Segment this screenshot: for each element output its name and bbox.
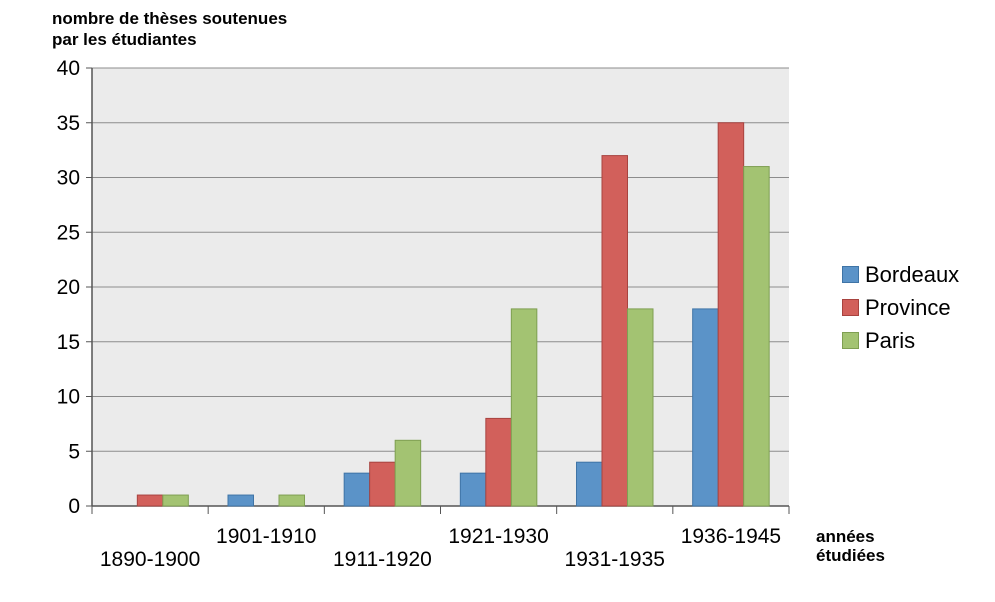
x-tick-label: 1931-1935 xyxy=(565,548,665,571)
bar-bordeaux-1921-1930 xyxy=(459,472,487,507)
bar-bordeaux-1936-1945 xyxy=(692,308,719,507)
x-axis-title: années étudiées xyxy=(816,527,885,565)
bar-paris-1921-1930 xyxy=(510,308,538,507)
legend-label-bordeaux: Bordeaux xyxy=(865,261,960,287)
y-tick-label: 5 xyxy=(68,440,80,463)
x-axis-title-line-2: étudiées xyxy=(816,546,885,565)
bar-bordeaux-1931-1935 xyxy=(576,461,603,507)
y-axis-title-line-2: par les étudiantes xyxy=(52,30,197,49)
bar-province-1931-1935 xyxy=(601,155,628,507)
bar-paris-1890-1900 xyxy=(162,494,189,507)
x-tick-label: 1911-1920 xyxy=(333,548,432,571)
legend-item-bordeaux: Bordeaux xyxy=(842,258,959,291)
bar-bordeaux-1911-1920 xyxy=(343,472,371,507)
y-axis-title: nombre de thèses soutenues par les étudi… xyxy=(52,8,287,50)
bar-bordeaux-1901-1910 xyxy=(227,494,254,507)
y-tick-label: 25 xyxy=(57,221,80,244)
x-tick-label: 1921-1930 xyxy=(448,525,548,548)
y-tick-label: 35 xyxy=(57,112,80,135)
y-tick-label: 20 xyxy=(57,276,80,299)
y-tick-label: 15 xyxy=(57,331,80,354)
bar-province-1936-1945 xyxy=(717,122,745,507)
bar-province-1911-1920 xyxy=(369,461,396,507)
bar-province-1890-1900 xyxy=(136,494,164,507)
bar-paris-1911-1920 xyxy=(394,439,422,507)
legend-swatch-paris xyxy=(842,332,859,349)
bar-province-1921-1930 xyxy=(485,417,512,507)
bar-paris-1931-1935 xyxy=(627,308,654,507)
y-tick-label: 10 xyxy=(57,386,80,409)
y-tick-label: 30 xyxy=(57,167,80,190)
y-axis-title-line-1: nombre de thèses soutenues xyxy=(52,9,288,28)
x-axis-title-line-1: années xyxy=(816,527,875,546)
legend-item-province: Province xyxy=(842,291,959,324)
y-tick-label: 40 xyxy=(57,57,80,80)
legend-label-province: Province xyxy=(865,294,951,320)
x-tick-label: 1936-1945 xyxy=(681,525,781,548)
legend-item-paris: Paris xyxy=(842,324,959,357)
legend-swatch-bordeaux xyxy=(842,266,859,283)
legend-label-paris: Paris xyxy=(865,327,916,353)
y-tick-label: 0 xyxy=(68,495,80,518)
bar-paris-1936-1945 xyxy=(743,166,770,507)
legend: Bordeaux Province Paris xyxy=(842,258,959,357)
x-tick-label: 1890-1900 xyxy=(100,548,200,571)
bar-paris-1901-1910 xyxy=(278,494,305,507)
legend-swatch-province xyxy=(842,299,859,316)
x-tick-label: 1901-1910 xyxy=(216,525,316,548)
